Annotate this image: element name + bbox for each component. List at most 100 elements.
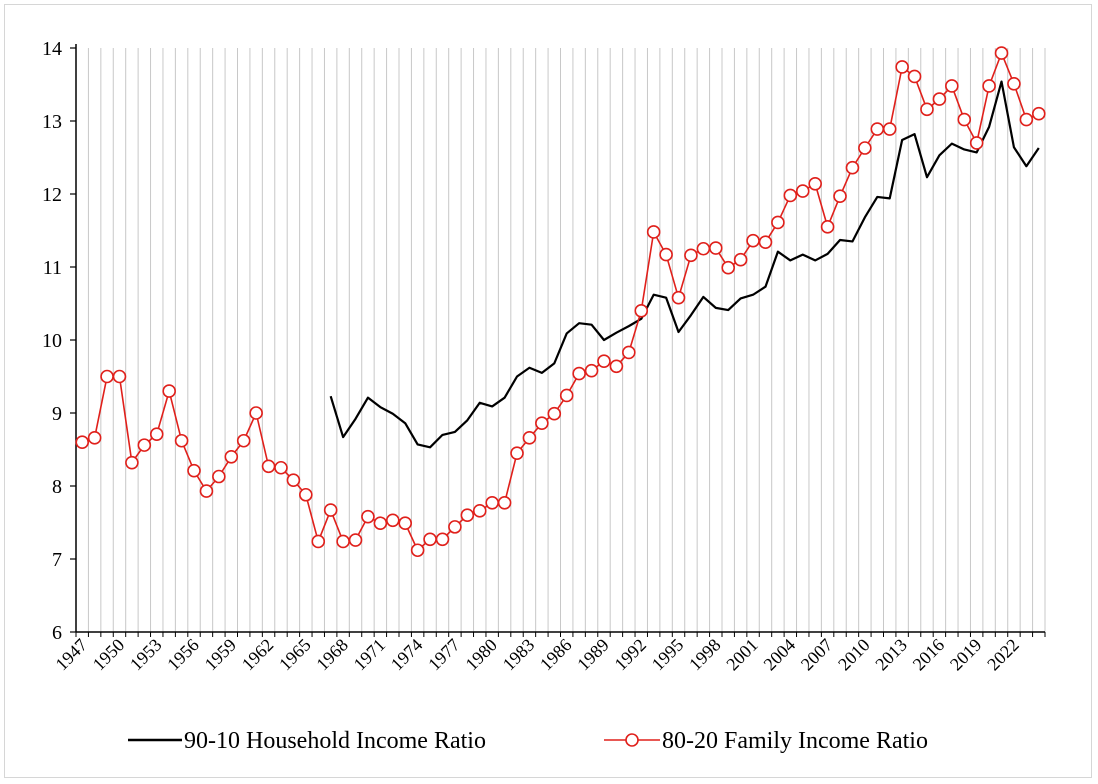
x-tick-label: 2004 — [760, 635, 800, 675]
x-tick-label: 1959 — [201, 635, 241, 675]
axes — [70, 44, 1046, 637]
y-tick-label: 6 — [52, 622, 62, 644]
x-tick-label: 1980 — [461, 635, 501, 675]
data-point — [1007, 76, 1021, 91]
data-point — [659, 247, 673, 262]
series-line-0 — [329, 80, 1040, 449]
data-point — [100, 369, 114, 384]
legend: 90-10 Household Income Ratio 80-20 Famil… — [128, 728, 928, 754]
x-tick-label: 1989 — [573, 635, 613, 675]
x-tick-label: 2010 — [834, 635, 874, 675]
data-point — [572, 366, 586, 381]
data-point — [870, 122, 885, 136]
y-tick-label: 7 — [52, 549, 62, 571]
data-point — [1031, 106, 1046, 121]
x-tick-label: 1962 — [238, 635, 278, 675]
data-point — [845, 160, 860, 175]
data-point — [833, 189, 847, 203]
data-point — [423, 532, 437, 547]
y-tick-label: 8 — [52, 476, 62, 498]
x-tick-label: 1998 — [685, 635, 725, 675]
data-point — [1019, 112, 1034, 127]
x-tick-label: 2019 — [946, 635, 986, 675]
data-point — [87, 431, 102, 445]
data-point — [385, 513, 400, 528]
data-point — [622, 345, 636, 360]
y-tick-label: 12 — [42, 184, 62, 206]
data-point — [721, 260, 736, 275]
data-point — [771, 215, 785, 230]
x-tick-label: 1968 — [312, 635, 352, 675]
data-point — [311, 534, 326, 549]
data-point — [497, 495, 512, 510]
data-point — [957, 112, 972, 127]
y-axis-tick-labels: 6 7 8 9 10 11 12 13 14 — [42, 38, 62, 644]
data-point — [373, 516, 388, 531]
x-tick-label: 1965 — [275, 635, 315, 675]
data-point — [920, 102, 934, 117]
data-point — [808, 176, 822, 191]
x-tick-label: 1995 — [648, 635, 688, 675]
data-point — [162, 384, 176, 398]
data-point — [684, 248, 698, 263]
data-point — [485, 495, 499, 510]
data-point — [547, 406, 562, 421]
data-point — [522, 431, 537, 445]
data-point — [125, 455, 139, 470]
data-point — [286, 473, 301, 487]
y-tick-label: 14 — [42, 38, 62, 60]
data-point — [932, 92, 947, 106]
data-point — [708, 241, 723, 255]
data-point — [249, 406, 263, 420]
data-point — [584, 363, 599, 378]
data-point — [299, 487, 313, 502]
data-point — [199, 484, 214, 498]
data-point — [410, 543, 425, 558]
data-point — [261, 459, 276, 474]
data-point — [149, 427, 164, 441]
data-point — [510, 446, 524, 460]
data-point — [783, 188, 798, 203]
data-point — [646, 225, 661, 239]
y-tick-label: 9 — [52, 403, 62, 425]
data-point — [460, 508, 475, 523]
x-tick-label: 2007 — [797, 635, 837, 675]
y-tick-label: 11 — [43, 257, 62, 279]
legend-label-80-20: 80-20 Family Income Ratio — [662, 728, 928, 754]
data-point — [212, 469, 226, 484]
legend-item-80-20: 80-20 Family Income Ratio — [604, 728, 928, 754]
x-tick-label: 1983 — [499, 635, 539, 675]
data-point — [795, 184, 810, 198]
data-point — [336, 534, 350, 549]
x-tick-label: 1992 — [610, 635, 650, 675]
data-point — [882, 122, 897, 136]
data-point — [758, 235, 773, 249]
data-point — [137, 438, 152, 452]
data-point — [820, 220, 835, 234]
data-point — [187, 463, 201, 478]
data-point — [945, 79, 959, 93]
x-tick-label: 1974 — [387, 635, 427, 675]
data-point — [348, 533, 363, 547]
x-tick-label: 1971 — [350, 635, 390, 675]
data-point — [448, 520, 462, 534]
data-point — [671, 290, 686, 305]
data-point — [733, 252, 748, 267]
data-point — [398, 516, 413, 531]
data-point — [907, 69, 922, 84]
x-tick-label: 1986 — [536, 635, 576, 675]
data-point — [858, 141, 872, 155]
x-tick-label: 1950 — [89, 635, 129, 675]
series-lines — [75, 46, 1046, 558]
data-point — [323, 503, 338, 517]
data-point — [895, 60, 909, 74]
data-point — [361, 509, 375, 524]
data-point — [174, 433, 189, 448]
y-tick-label: 13 — [42, 111, 62, 133]
data-point — [472, 504, 487, 518]
x-tick-label: 2022 — [983, 635, 1023, 675]
data-point — [274, 460, 288, 475]
data-point — [969, 136, 984, 150]
x-axis-tick-labels: 1947195019531956195919621965196819711974… — [51, 635, 1022, 675]
